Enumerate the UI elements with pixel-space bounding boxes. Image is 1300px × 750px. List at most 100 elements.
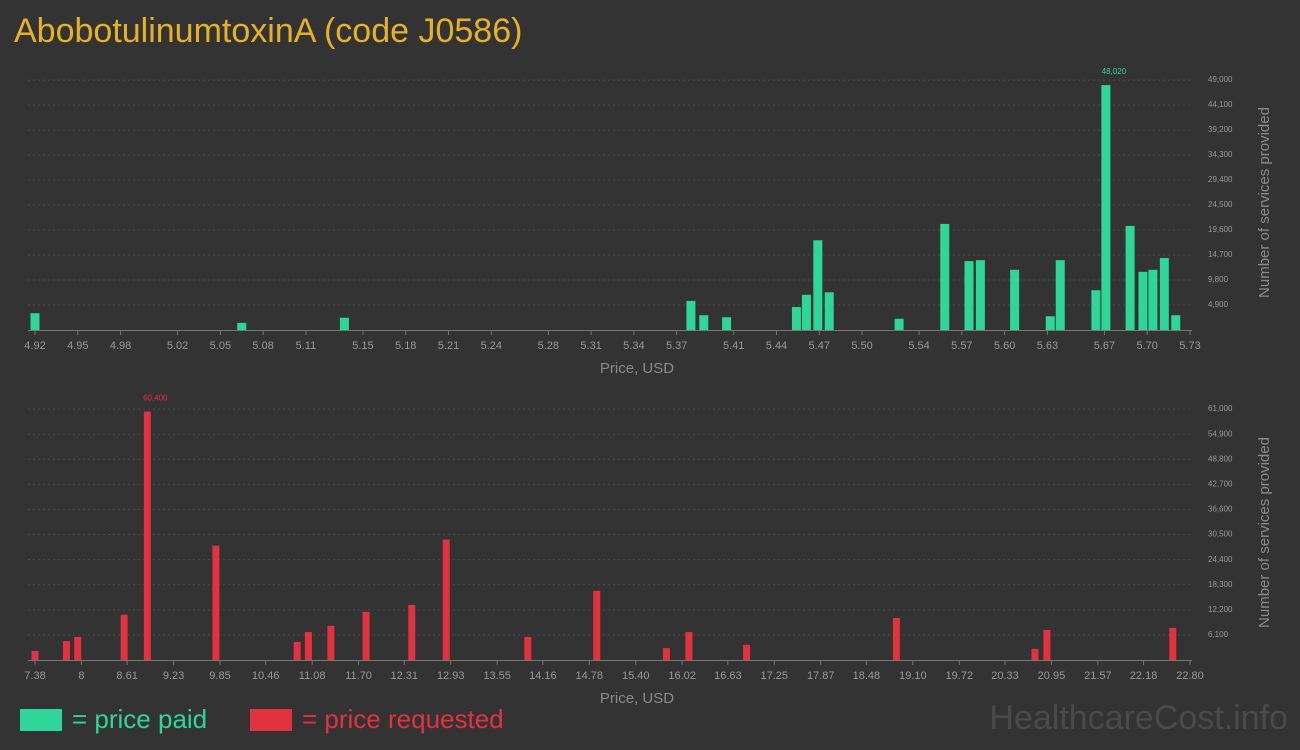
x-tick-label: 7.38 bbox=[24, 670, 45, 682]
legend-label: = price requested bbox=[302, 704, 504, 734]
y-tick-label: 24,500 bbox=[1208, 200, 1233, 209]
x-tick-label: 11.70 bbox=[345, 670, 372, 682]
bar bbox=[662, 648, 670, 660]
x-tick-label: 21.57 bbox=[1084, 670, 1112, 682]
x-tick-label: 5.41 bbox=[723, 340, 744, 352]
bar bbox=[1169, 627, 1177, 660]
x-tick-label: 17.25 bbox=[761, 670, 789, 682]
bar bbox=[1043, 629, 1051, 660]
y-tick-label: 24,400 bbox=[1208, 555, 1233, 564]
bar bbox=[894, 318, 904, 330]
x-tick-label: 16.63 bbox=[714, 670, 742, 682]
value-label: 48,020 bbox=[1102, 67, 1127, 76]
y-tick-label: 9,800 bbox=[1208, 275, 1229, 284]
x-tick-label: 12.31 bbox=[391, 670, 419, 682]
bar bbox=[143, 411, 151, 660]
bar bbox=[940, 223, 950, 330]
x-tick-label: 5.08 bbox=[252, 340, 273, 352]
y-tick-label: 54,900 bbox=[1208, 429, 1233, 438]
bar bbox=[824, 292, 834, 330]
x-tick-label: 8.61 bbox=[116, 670, 137, 682]
watermark: HealthcareCost.info bbox=[989, 699, 1288, 737]
bar bbox=[30, 313, 40, 330]
bar bbox=[1138, 271, 1148, 330]
x-tick-label: 14.16 bbox=[529, 670, 557, 682]
bar bbox=[791, 307, 801, 330]
x-tick-label: 5.02 bbox=[167, 340, 188, 352]
y-tick-label: 61,000 bbox=[1208, 404, 1233, 413]
bar bbox=[62, 641, 70, 660]
x-tick-label: 19.10 bbox=[899, 670, 927, 682]
x-tick-label: 10.46 bbox=[252, 670, 280, 682]
bar bbox=[722, 317, 732, 330]
bar bbox=[1010, 269, 1020, 330]
bar bbox=[1125, 225, 1135, 330]
bar bbox=[1159, 258, 1169, 330]
x-tick-label: 15.40 bbox=[622, 670, 650, 682]
bar bbox=[1045, 316, 1055, 330]
x-tick-label: 5.28 bbox=[538, 340, 559, 352]
bar bbox=[293, 641, 301, 660]
y-tick-label: 19,600 bbox=[1208, 225, 1233, 234]
legend-swatch bbox=[20, 709, 62, 731]
bar bbox=[31, 650, 39, 660]
x-axis-title: Price, USD bbox=[600, 690, 674, 707]
y-tick-label: 12,200 bbox=[1208, 605, 1233, 614]
y-tick-label: 39,200 bbox=[1208, 125, 1233, 134]
x-tick-label: 22.18 bbox=[1130, 670, 1158, 682]
x-tick-label: 5.47 bbox=[809, 340, 830, 352]
y-axis-title: Number of services provided bbox=[1256, 437, 1273, 628]
y-tick-label: 34,300 bbox=[1208, 150, 1233, 159]
bar bbox=[74, 636, 82, 660]
x-tick-label: 5.18 bbox=[395, 340, 416, 352]
y-tick-label: 6,100 bbox=[1208, 630, 1229, 639]
y-tick-label: 36,600 bbox=[1208, 505, 1233, 514]
x-tick-label: 5.31 bbox=[580, 340, 601, 352]
bar bbox=[524, 636, 532, 660]
x-tick-label: 5.24 bbox=[481, 340, 502, 352]
y-tick-label: 4,900 bbox=[1208, 300, 1229, 309]
bar bbox=[304, 632, 312, 660]
bar bbox=[1171, 315, 1181, 330]
bar bbox=[801, 294, 811, 330]
y-tick-label: 42,700 bbox=[1208, 479, 1233, 488]
x-tick-label: 5.73 bbox=[1179, 340, 1200, 352]
x-tick-label: 5.37 bbox=[666, 340, 687, 352]
bar bbox=[1031, 648, 1039, 660]
y-tick-label: 29,400 bbox=[1208, 175, 1233, 184]
x-tick-label: 5.70 bbox=[1137, 340, 1158, 352]
bar bbox=[1148, 269, 1158, 330]
x-tick-label: 5.15 bbox=[352, 340, 373, 352]
bar bbox=[212, 545, 220, 660]
bar bbox=[1091, 290, 1101, 330]
x-tick-label: 5.21 bbox=[438, 340, 459, 352]
legend-swatch bbox=[250, 709, 292, 731]
x-tick-label: 4.98 bbox=[110, 340, 131, 352]
legend-label: = price paid bbox=[72, 704, 207, 734]
x-tick-label: 18.48 bbox=[853, 670, 881, 682]
bar bbox=[408, 604, 416, 660]
bar bbox=[975, 260, 985, 330]
x-tick-label: 20.33 bbox=[991, 670, 1019, 682]
x-tick-label: 5.11 bbox=[296, 340, 317, 352]
x-tick-label: 8 bbox=[78, 670, 84, 682]
x-tick-label: 14.78 bbox=[576, 670, 604, 682]
y-tick-label: 44,100 bbox=[1208, 100, 1233, 109]
x-tick-label: 12.93 bbox=[437, 670, 465, 682]
x-tick-label: 5.34 bbox=[623, 340, 644, 352]
x-tick-label: 13.55 bbox=[483, 670, 511, 682]
x-tick-label: 17.87 bbox=[807, 670, 835, 682]
x-tick-label: 9.85 bbox=[209, 670, 230, 682]
y-tick-label: 14,700 bbox=[1208, 250, 1233, 259]
bar bbox=[892, 618, 900, 660]
bar bbox=[327, 625, 335, 660]
x-tick-label: 19.72 bbox=[946, 670, 974, 682]
x-tick-label: 20.95 bbox=[1038, 670, 1066, 682]
x-tick-label: 5.63 bbox=[1037, 340, 1058, 352]
y-tick-label: 18,300 bbox=[1208, 580, 1233, 589]
bar bbox=[964, 261, 974, 330]
bar bbox=[120, 614, 128, 660]
bar bbox=[593, 590, 601, 660]
bar bbox=[743, 644, 751, 660]
